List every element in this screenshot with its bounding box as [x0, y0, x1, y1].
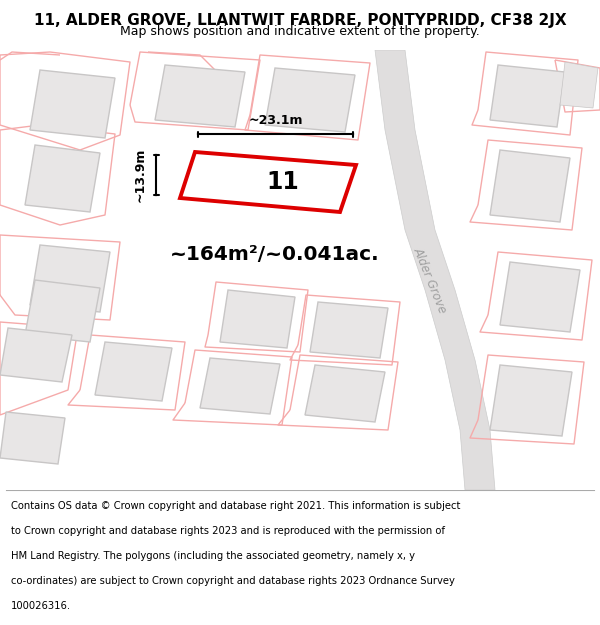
Polygon shape	[200, 358, 280, 414]
Polygon shape	[30, 70, 115, 138]
Text: 11: 11	[266, 170, 299, 194]
Text: co-ordinates) are subject to Crown copyright and database rights 2023 Ordnance S: co-ordinates) are subject to Crown copyr…	[11, 576, 455, 586]
Polygon shape	[500, 262, 580, 332]
Polygon shape	[155, 65, 245, 127]
Text: 100026316.: 100026316.	[11, 601, 71, 611]
Polygon shape	[265, 68, 355, 132]
Polygon shape	[180, 152, 356, 212]
Text: HM Land Registry. The polygons (including the associated geometry, namely x, y: HM Land Registry. The polygons (includin…	[11, 551, 415, 561]
Text: Alder Grove: Alder Grove	[411, 245, 449, 315]
Polygon shape	[30, 245, 110, 312]
Polygon shape	[25, 280, 100, 342]
Polygon shape	[490, 150, 570, 222]
Polygon shape	[560, 62, 598, 108]
Text: Contains OS data © Crown copyright and database right 2021. This information is : Contains OS data © Crown copyright and d…	[11, 501, 460, 511]
Polygon shape	[95, 342, 172, 401]
Polygon shape	[0, 412, 65, 464]
Polygon shape	[375, 50, 495, 490]
Text: ~164m²/~0.041ac.: ~164m²/~0.041ac.	[170, 246, 380, 264]
Text: 11, ALDER GROVE, LLANTWIT FARDRE, PONTYPRIDD, CF38 2JX: 11, ALDER GROVE, LLANTWIT FARDRE, PONTYP…	[34, 12, 566, 28]
Polygon shape	[305, 365, 385, 422]
Text: ~23.1m: ~23.1m	[248, 114, 303, 126]
Polygon shape	[220, 290, 295, 348]
Text: to Crown copyright and database rights 2023 and is reproduced with the permissio: to Crown copyright and database rights 2…	[11, 526, 445, 536]
Polygon shape	[490, 365, 572, 436]
Polygon shape	[0, 328, 72, 382]
Text: ~13.9m: ~13.9m	[133, 148, 146, 202]
Polygon shape	[490, 65, 565, 127]
Polygon shape	[310, 302, 388, 358]
Polygon shape	[25, 145, 100, 212]
Text: Map shows position and indicative extent of the property.: Map shows position and indicative extent…	[120, 24, 480, 38]
